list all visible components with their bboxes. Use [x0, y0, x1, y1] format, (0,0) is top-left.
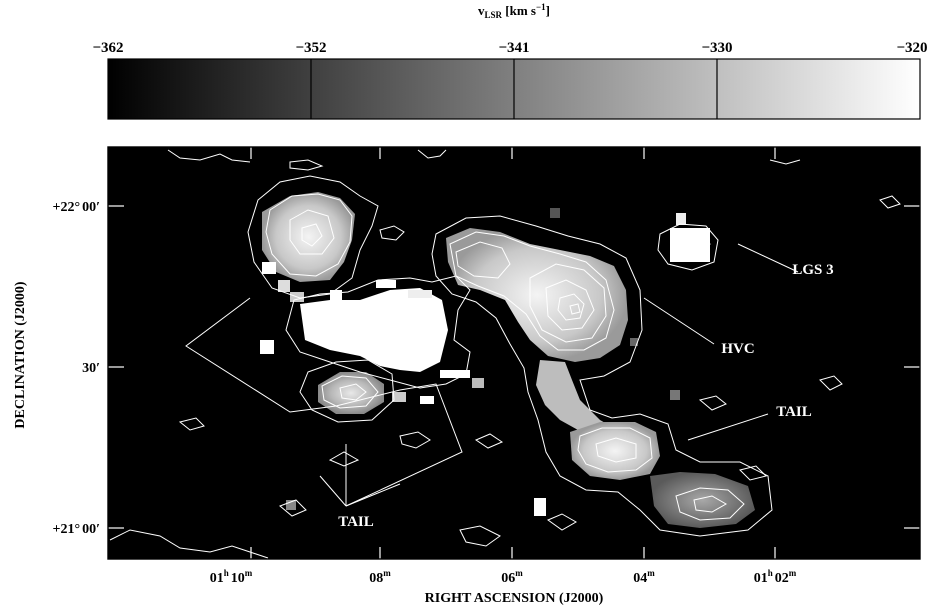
emission-pixels — [260, 192, 755, 528]
y-axis: +22° 00′ 30′ +21° 00′ DECLINATION (J2000) — [13, 200, 100, 537]
colorbar-tick-label: −330 — [701, 40, 732, 56]
colorbar-tick-label: −320 — [896, 40, 927, 56]
x-tick-label: 08m — [369, 568, 391, 586]
x-axis: 01h 10m 08m 06m 04m 01h 02m RIGHT ASCENSIO… — [210, 568, 797, 606]
annotation-tail-bottom: TAIL — [338, 514, 374, 530]
annotation-hvc: HVC — [721, 341, 754, 357]
annotation-tail-right: TAIL — [776, 404, 812, 420]
y-tick-label: 30′ — [82, 361, 100, 376]
annotation-lgs3: LGS 3 — [792, 262, 833, 278]
frame-ticks — [108, 147, 920, 559]
x-tick-label: 06m — [501, 568, 523, 586]
colorbar-title: vLSR [km s−1] — [478, 2, 550, 20]
x-tick-label: 04m — [633, 568, 655, 586]
colorbar-tick-label: −362 — [92, 40, 123, 56]
x-axis-label: RIGHT ASCENSION (J2000) — [425, 591, 604, 606]
map-frame — [107, 146, 921, 560]
colorbar-tick-label: −352 — [295, 40, 326, 56]
x-tick-label: 01h 10m — [210, 568, 253, 586]
y-tick-label: +22° 00′ — [52, 200, 100, 215]
x-tick-label: 01h 02m — [754, 568, 797, 586]
annotation-lines — [185, 243, 799, 507]
y-axis-label: DECLINATION (J2000) — [13, 281, 28, 428]
colorbar-tick-label: −341 — [498, 40, 529, 56]
y-tick-label: +21° 00′ — [52, 522, 100, 537]
velocity-map: LGS 3 HVC TAIL TAIL — [107, 146, 921, 560]
colorbar: vLSR [km s−1] −362 −352 −341 −330 −320 — [92, 2, 928, 120]
map-background — [108, 147, 920, 559]
contours — [109, 149, 901, 559]
